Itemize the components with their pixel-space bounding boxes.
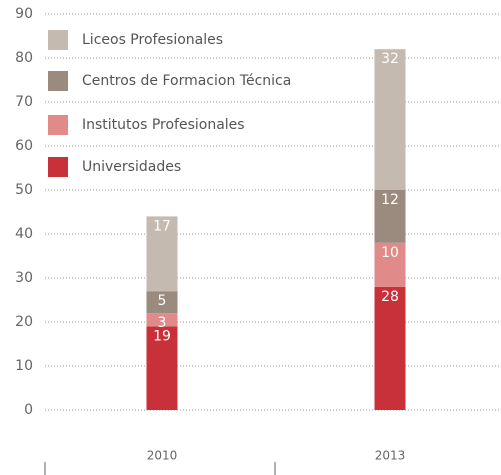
x-tick-label: 2010 [147,449,178,463]
bar-segment [146,291,178,314]
bar-segment [374,242,406,287]
y-tick-label: 80 [15,50,33,66]
legend-label: Liceos Profesionales [82,32,223,48]
y-tick-label: 50 [15,182,33,198]
bar-segment [146,326,178,410]
legend-label: Centros de Formacion Técnica [82,73,291,89]
y-tick-label: 30 [15,270,33,286]
value-label: 12 [381,192,399,208]
x-tick-label: 2013 [375,449,406,463]
value-label: 10 [381,245,399,261]
value-label: 17 [153,218,171,234]
y-tick-label: 20 [15,314,33,330]
value-label: 32 [381,51,399,67]
y-tick-label: 60 [15,138,33,154]
legend-swatch [48,157,68,177]
y-tick-label: 40 [15,226,33,242]
legend-swatch [48,71,68,91]
y-tick-label: 90 [15,6,33,22]
y-tick-label: 70 [15,94,33,110]
bar-segment [146,313,178,327]
bar-segment [146,216,178,292]
legend-swatch [48,30,68,50]
value-label: 28 [381,289,399,305]
value-label: 3 [158,315,167,331]
bar-segment [374,286,406,410]
bar-segment [374,190,406,243]
y-tick-label: 0 [24,402,33,418]
legend-label: Institutos Profesionales [82,117,245,133]
bar-segment [374,49,406,191]
legend-label: Universidades [82,159,181,175]
legend-swatch [48,115,68,135]
value-label: 19 [153,328,171,344]
value-label: 5 [158,293,167,309]
y-tick-label: 10 [15,358,33,374]
